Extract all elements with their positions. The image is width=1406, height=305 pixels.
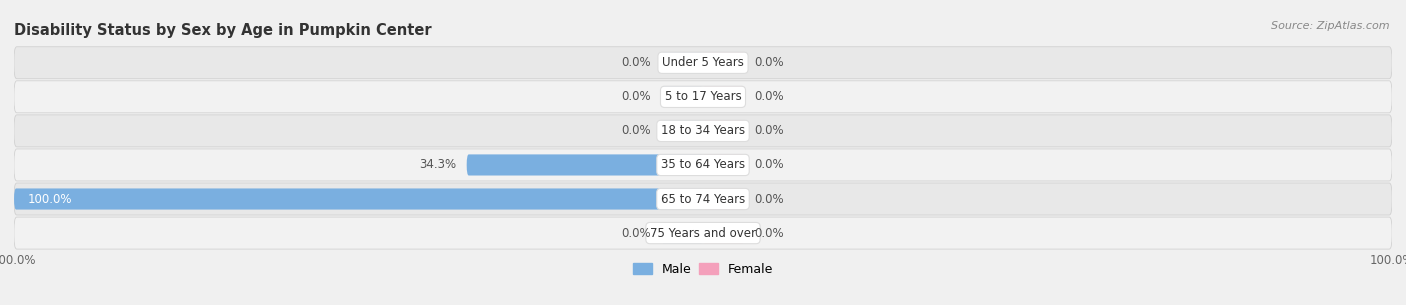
FancyBboxPatch shape [662, 52, 703, 73]
Text: 34.3%: 34.3% [419, 159, 457, 171]
FancyBboxPatch shape [703, 223, 744, 244]
Text: 35 to 64 Years: 35 to 64 Years [661, 159, 745, 171]
Text: Source: ZipAtlas.com: Source: ZipAtlas.com [1271, 21, 1389, 31]
FancyBboxPatch shape [703, 154, 744, 175]
Text: 5 to 17 Years: 5 to 17 Years [665, 90, 741, 103]
Text: 65 to 74 Years: 65 to 74 Years [661, 192, 745, 206]
FancyBboxPatch shape [14, 188, 703, 210]
FancyBboxPatch shape [662, 223, 703, 244]
Text: Disability Status by Sex by Age in Pumpkin Center: Disability Status by Sex by Age in Pumpk… [14, 23, 432, 38]
Text: 0.0%: 0.0% [755, 90, 785, 103]
Text: 0.0%: 0.0% [755, 192, 785, 206]
Text: 0.0%: 0.0% [755, 159, 785, 171]
Text: 0.0%: 0.0% [621, 56, 651, 69]
Legend: Male, Female: Male, Female [628, 258, 778, 281]
FancyBboxPatch shape [14, 115, 1392, 147]
Text: 0.0%: 0.0% [621, 124, 651, 137]
FancyBboxPatch shape [662, 120, 703, 142]
FancyBboxPatch shape [703, 188, 744, 210]
FancyBboxPatch shape [14, 149, 1392, 181]
FancyBboxPatch shape [14, 183, 1392, 215]
Text: 75 Years and over: 75 Years and over [650, 227, 756, 239]
Text: 0.0%: 0.0% [621, 227, 651, 239]
Text: 0.0%: 0.0% [755, 124, 785, 137]
FancyBboxPatch shape [703, 52, 744, 73]
Text: 0.0%: 0.0% [755, 56, 785, 69]
Text: 0.0%: 0.0% [621, 90, 651, 103]
Text: 100.0%: 100.0% [28, 192, 72, 206]
FancyBboxPatch shape [703, 86, 744, 107]
FancyBboxPatch shape [662, 86, 703, 107]
Text: 0.0%: 0.0% [755, 227, 785, 239]
FancyBboxPatch shape [467, 154, 703, 175]
FancyBboxPatch shape [703, 120, 744, 142]
FancyBboxPatch shape [14, 81, 1392, 113]
FancyBboxPatch shape [14, 47, 1392, 79]
Text: 18 to 34 Years: 18 to 34 Years [661, 124, 745, 137]
FancyBboxPatch shape [14, 217, 1392, 249]
Text: Under 5 Years: Under 5 Years [662, 56, 744, 69]
